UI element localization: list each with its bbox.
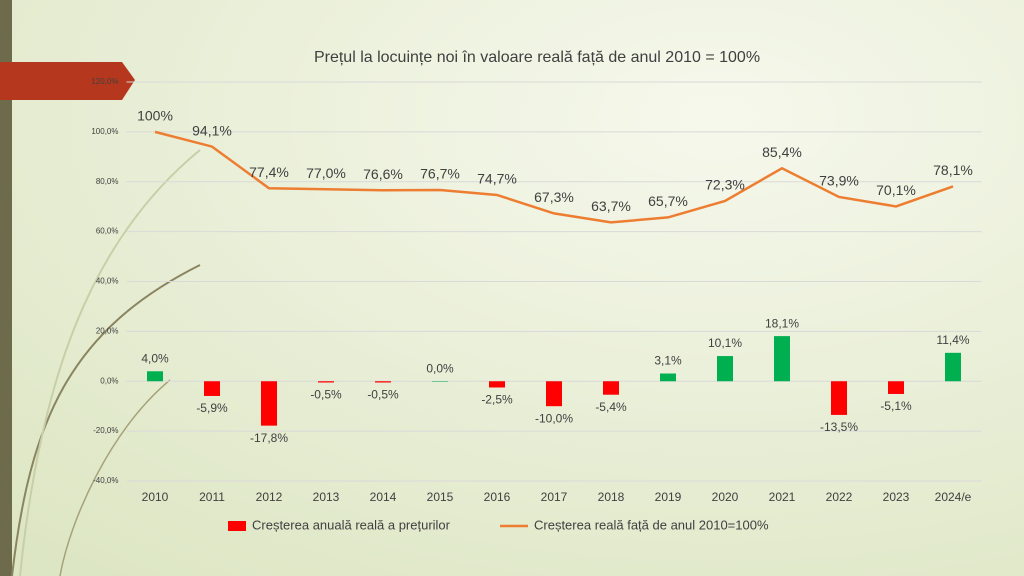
x-tick-label: 2014 (370, 490, 397, 504)
legend-label: Creșterea anuală reală a prețurilor (252, 517, 451, 532)
bar (147, 371, 163, 382)
data-label: 65,7% (648, 193, 688, 209)
bar (489, 381, 505, 388)
bar (318, 381, 334, 383)
x-tick-label: 2012 (256, 490, 283, 504)
y-tick-label: 80,0% (96, 177, 119, 186)
bar (717, 356, 733, 382)
x-tick-label: 2019 (655, 490, 682, 504)
line (154, 130, 954, 224)
legend-swatch (228, 521, 246, 531)
data-label: 72,3% (705, 177, 745, 193)
data-label: 4,0% (141, 351, 169, 365)
y-tick-label: 40,0% (96, 277, 119, 286)
data-label: 78,1% (933, 162, 973, 178)
y-tick-label: 20,0% (96, 326, 119, 335)
data-label: 77,4% (249, 164, 289, 180)
bar (546, 381, 562, 407)
y-tick-label: 120,0% (91, 77, 118, 86)
x-tick-label: 2010 (142, 490, 169, 504)
title-arrow (0, 62, 135, 100)
decoration (59, 379, 171, 576)
data-label: 67,3% (534, 189, 574, 205)
x-tick-label: 2017 (541, 490, 568, 504)
x-tick-label: 2013 (313, 490, 340, 504)
data-label: -0,5% (367, 388, 399, 402)
y-tick-label: -20,0% (93, 426, 118, 435)
bar (204, 381, 220, 396)
data-label: 18,1% (765, 316, 799, 330)
data-label: -5,1% (880, 399, 912, 413)
bar (945, 352, 961, 382)
bar (432, 381, 448, 382)
data-label: 73,9% (819, 173, 859, 189)
data-label: -5,4% (595, 400, 627, 414)
decoration (11, 264, 201, 576)
y-tick-label: 60,0% (96, 227, 119, 236)
bar (660, 373, 676, 382)
data-label: 100% (137, 108, 173, 124)
data-label: 77,0% (306, 165, 346, 181)
data-label: 76,7% (420, 166, 460, 182)
data-label: -0,5% (310, 388, 342, 402)
x-tick-label: 2022 (826, 490, 853, 504)
bar (375, 381, 391, 383)
bar (603, 381, 619, 395)
bar (261, 381, 277, 426)
legend-label: Creșterea reală față de anul 2010=100% (534, 517, 769, 532)
y-tick-label: 0,0% (100, 376, 118, 385)
data-label: 0,0% (426, 361, 454, 375)
x-tick-label: 2024/e (935, 490, 972, 504)
data-label: -5,9% (196, 401, 228, 415)
chart-title: Prețul la locuințe noi în valoare reală … (314, 49, 760, 66)
x-tick-label: 2018 (598, 490, 625, 504)
data-label: 3,1% (654, 354, 682, 368)
data-label: 70,1% (876, 182, 916, 198)
data-label: 94,1% (192, 122, 232, 138)
data-label: 76,6% (363, 166, 403, 182)
x-tick-label: 2015 (427, 490, 454, 504)
data-label: 85,4% (762, 144, 802, 160)
data-label: -2,5% (481, 393, 513, 407)
data-label: -17,8% (250, 431, 288, 445)
y-tick-label: -40,0% (93, 476, 118, 485)
data-label: 74,7% (477, 171, 517, 187)
x-tick-label: 2011 (199, 490, 225, 504)
data-label: 11,4% (936, 333, 969, 347)
y-tick-label: 100,0% (91, 127, 118, 136)
data-label: 63,7% (591, 198, 631, 214)
data-label: -13,5% (820, 420, 858, 434)
bar (774, 336, 790, 382)
side-stripe (0, 0, 12, 576)
x-tick-label: 2020 (712, 490, 739, 504)
data-label: -10,0% (535, 411, 573, 425)
x-tick-label: 2023 (883, 490, 910, 504)
data-label: 10,1% (708, 336, 742, 350)
bar (888, 381, 904, 394)
decoration (19, 149, 201, 576)
bar (831, 381, 847, 415)
x-tick-label: 2016 (484, 490, 511, 504)
x-tick-label: 2021 (769, 490, 796, 504)
